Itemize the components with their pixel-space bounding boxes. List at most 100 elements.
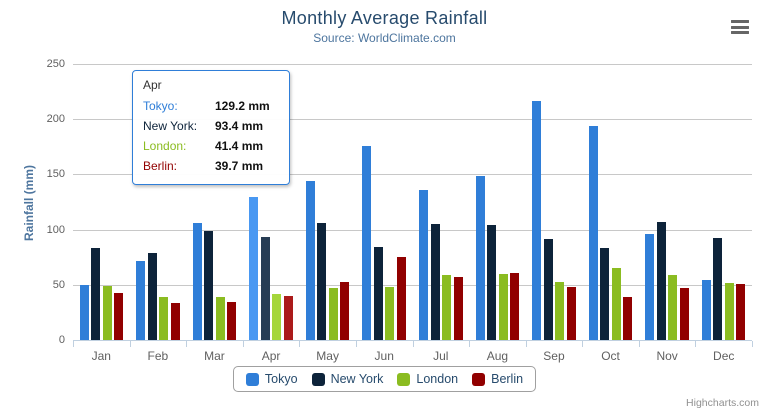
bar-new-york-feb[interactable] [147, 253, 157, 340]
legend-label: London [416, 372, 459, 386]
x-axis-tick [752, 341, 753, 347]
gridline [73, 174, 752, 176]
x-axis-tick [73, 341, 74, 347]
bar-london-oct[interactable] [611, 268, 621, 340]
x-axis-label: Sep [543, 349, 565, 363]
legend-item-new-york[interactable]: New York [311, 372, 384, 386]
bar-tokyo-jul[interactable] [419, 190, 429, 340]
bar-london-may[interactable] [328, 288, 338, 340]
bar-berlin-jan[interactable] [114, 293, 124, 340]
legend-label: Tokyo [264, 372, 298, 386]
bar-tokyo-aug[interactable] [475, 176, 485, 340]
x-axis-tick [525, 341, 527, 347]
credits-link[interactable]: Highcharts.com [686, 397, 759, 409]
x-axis-tick [355, 341, 357, 347]
bar-tokyo-apr[interactable] [249, 197, 259, 340]
legend-swatch-icon [397, 372, 411, 386]
bar-berlin-jul[interactable] [453, 276, 463, 340]
y-axis-label: 50 [52, 278, 65, 291]
bar-new-york-may[interactable] [317, 222, 327, 340]
gridline [73, 64, 752, 65]
tooltip-row: Berlin: 39.7 mm [143, 156, 279, 176]
x-axis-tick [412, 341, 414, 347]
tooltip-series-name: Berlin: [143, 159, 178, 173]
legend-label: New York [330, 372, 384, 386]
bar-london-aug[interactable] [498, 274, 508, 340]
legend-label: Berlin [491, 372, 524, 386]
bar-new-york-dec[interactable] [713, 238, 723, 340]
bar-new-york-sep[interactable] [543, 239, 553, 340]
bar-london-nov[interactable] [668, 274, 678, 340]
bar-london-apr[interactable] [272, 294, 282, 340]
legend-item-london[interactable]: London [397, 372, 458, 386]
bar-berlin-may[interactable] [340, 281, 350, 340]
bar-tokyo-jan[interactable] [79, 284, 89, 340]
hamburger-menu-icon [731, 31, 749, 34]
tooltip-category: Apr [143, 78, 162, 92]
x-axis-tick [638, 341, 640, 347]
x-axis-tick [129, 341, 131, 347]
bar-berlin-dec[interactable] [736, 283, 746, 340]
bar-london-dec[interactable] [724, 283, 734, 340]
bar-berlin-mar[interactable] [227, 301, 237, 340]
gridline [73, 284, 752, 286]
x-axis-label: Feb [147, 349, 169, 363]
bar-tokyo-may[interactable] [305, 181, 315, 340]
x-axis-label: Jul [433, 349, 449, 363]
bar-new-york-oct[interactable] [600, 247, 610, 340]
bar-london-jul[interactable] [442, 274, 452, 340]
bar-berlin-nov[interactable] [679, 288, 689, 340]
y-axis-label: 200 [46, 113, 65, 126]
legend-box: Tokyo New York London Berlin [232, 366, 537, 392]
bar-berlin-jun[interactable] [396, 256, 406, 340]
tooltip-value: 41.4 mm [215, 139, 264, 153]
chart-subtitle: Source: WorldClimate.com [313, 31, 456, 45]
bar-new-york-jan[interactable] [91, 247, 101, 340]
bar-new-york-nov[interactable] [656, 222, 666, 340]
hamburger-menu-icon [731, 25, 749, 29]
bar-new-york-jun[interactable] [373, 246, 383, 340]
y-axis-title: Rainfall (mm) [22, 165, 36, 242]
bar-berlin-aug[interactable] [510, 273, 520, 340]
bar-tokyo-mar[interactable] [192, 222, 202, 340]
bar-tokyo-oct[interactable] [588, 125, 598, 340]
x-axis-label: Dec [713, 349, 735, 363]
x-axis-label: Apr [261, 349, 281, 363]
legend: Tokyo New York London Berlin [0, 366, 769, 392]
x-axis-label: Mar [204, 349, 225, 363]
x-axis-tick [469, 341, 471, 347]
bar-london-feb[interactable] [159, 297, 169, 340]
plot-area [73, 64, 752, 340]
legend-swatch-icon [311, 372, 325, 386]
bar-berlin-apr[interactable] [283, 296, 293, 340]
hamburger-menu-icon [731, 20, 749, 23]
bar-berlin-oct[interactable] [623, 296, 633, 340]
bar-london-mar[interactable] [215, 296, 225, 340]
legend-item-tokyo[interactable]: Tokyo [245, 372, 298, 386]
bar-new-york-mar[interactable] [204, 231, 214, 340]
x-axis-line [73, 340, 752, 341]
bar-tokyo-dec[interactable] [701, 279, 711, 340]
bar-london-jun[interactable] [385, 286, 395, 340]
bar-tokyo-jun[interactable] [362, 145, 372, 340]
tooltip-value: 39.7 mm [215, 159, 264, 173]
bar-new-york-apr[interactable] [260, 236, 270, 340]
x-axis-tick [299, 341, 301, 347]
x-axis-tick [186, 341, 188, 347]
bar-tokyo-sep[interactable] [532, 101, 542, 340]
y-axis-label: 250 [46, 58, 65, 70]
tooltip-series-name: Tokyo: [143, 99, 178, 113]
bar-new-york-aug[interactable] [487, 224, 497, 340]
export-menu-button[interactable] [731, 20, 749, 34]
bar-new-york-jul[interactable] [430, 224, 440, 340]
bar-london-jan[interactable] [102, 286, 112, 340]
bar-london-sep[interactable] [555, 282, 565, 340]
legend-item-berlin[interactable]: Berlin [472, 372, 523, 386]
legend-swatch-icon [245, 372, 259, 386]
x-axis-label: May [316, 349, 339, 363]
bar-berlin-sep[interactable] [566, 287, 576, 340]
gridline [73, 229, 752, 231]
bar-berlin-feb[interactable] [170, 303, 180, 340]
bar-tokyo-nov[interactable] [645, 234, 655, 340]
bar-tokyo-feb[interactable] [136, 261, 146, 340]
